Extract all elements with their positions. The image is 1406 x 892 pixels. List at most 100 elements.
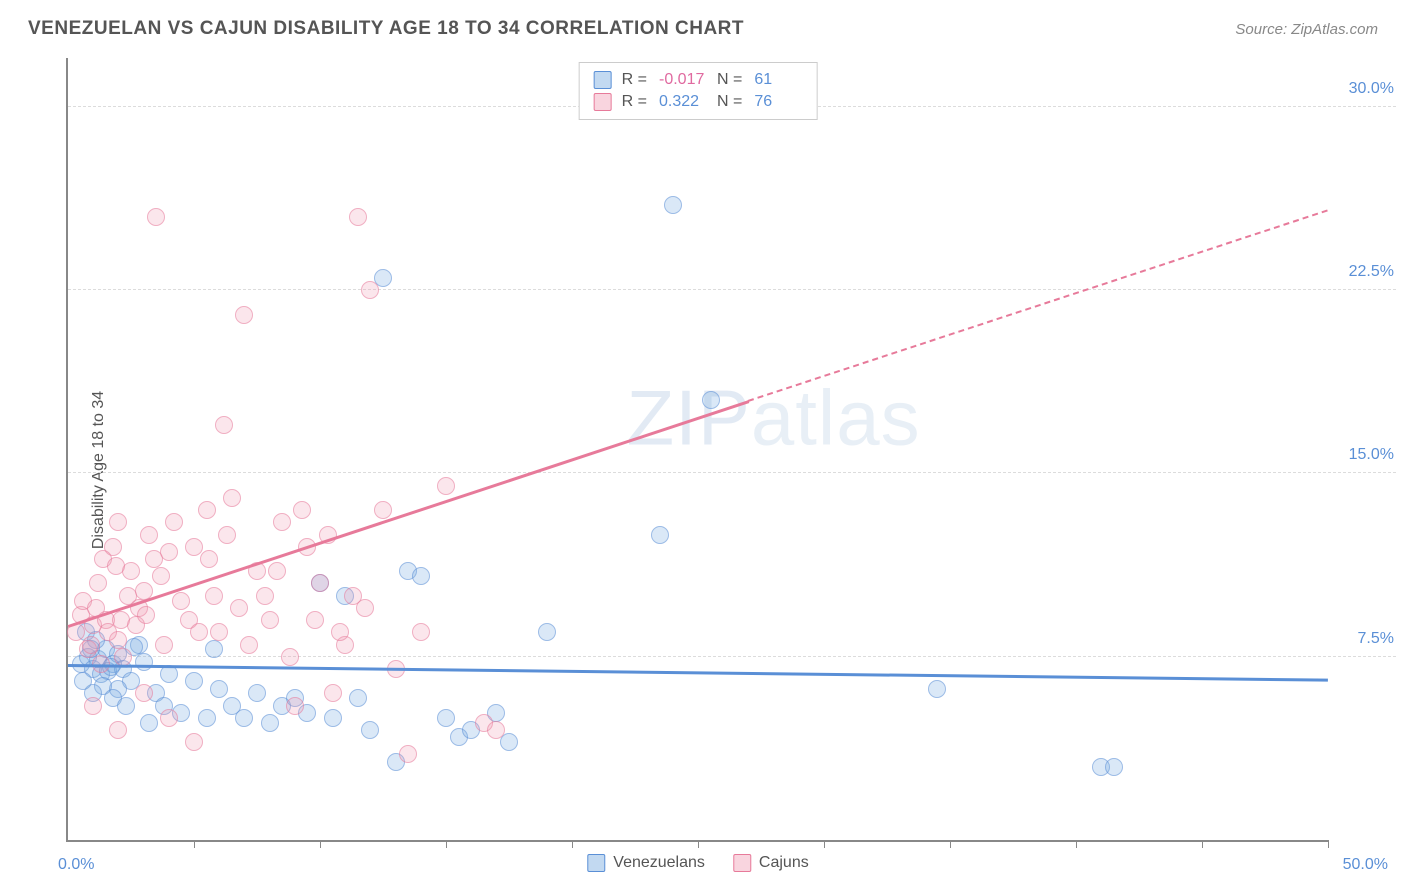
- legend-swatch: [594, 71, 612, 89]
- regression-line-dash: [748, 210, 1328, 403]
- legend-n-label: N =: [717, 93, 742, 111]
- data-point: [651, 526, 669, 544]
- data-point: [273, 513, 291, 531]
- data-point: [293, 501, 311, 519]
- data-point: [928, 680, 946, 698]
- x-tick: [194, 840, 195, 848]
- data-point: [437, 709, 455, 727]
- data-point: [399, 745, 417, 763]
- data-point: [248, 684, 266, 702]
- gridline-h: [68, 289, 1396, 290]
- data-point: [349, 208, 367, 226]
- data-point: [89, 574, 107, 592]
- gridline-h: [68, 656, 1396, 657]
- series-legend-label: Venezuelans: [613, 854, 705, 872]
- series-legend-item: Venezuelans: [587, 854, 705, 872]
- series-legend: Venezuelans Cajuns: [587, 854, 808, 872]
- data-point: [538, 623, 556, 641]
- data-point: [152, 567, 170, 585]
- chart-title: VENEZUELAN VS CAJUN DISABILITY AGE 18 TO…: [28, 18, 744, 40]
- data-point: [702, 391, 720, 409]
- data-point: [114, 648, 132, 666]
- data-point: [185, 538, 203, 556]
- legend-n-label: N =: [717, 71, 742, 89]
- data-point: [324, 709, 342, 727]
- x-tick: [320, 840, 321, 848]
- data-point: [160, 709, 178, 727]
- data-point: [107, 557, 125, 575]
- data-point: [361, 281, 379, 299]
- data-point: [84, 697, 102, 715]
- data-point: [200, 550, 218, 568]
- data-point: [140, 714, 158, 732]
- data-point: [235, 709, 253, 727]
- data-point: [155, 636, 173, 654]
- series-legend-label: Cajuns: [759, 854, 809, 872]
- x-tick: [1202, 840, 1203, 848]
- plot-area: ZIPatlas R =-0.017N =61R =0.322N =76 0.0…: [66, 58, 1328, 842]
- data-point: [210, 623, 228, 641]
- x-tick: [824, 840, 825, 848]
- legend-r-label: R =: [622, 93, 647, 111]
- x-tick: [1076, 840, 1077, 848]
- legend-row: R = -0.017 N = 61: [594, 69, 803, 91]
- data-point: [1105, 758, 1123, 776]
- legend-swatch: [733, 854, 751, 872]
- data-point: [117, 697, 135, 715]
- data-point: [135, 653, 153, 671]
- x-tick: [950, 840, 951, 848]
- data-point: [324, 684, 342, 702]
- data-point: [190, 623, 208, 641]
- source-attribution: Source: ZipAtlas.com: [1235, 21, 1378, 38]
- data-point: [268, 562, 286, 580]
- data-point: [74, 672, 92, 690]
- data-point: [185, 672, 203, 690]
- data-point: [223, 489, 241, 507]
- regression-line: [68, 664, 1328, 681]
- data-point: [344, 587, 362, 605]
- legend-n-value: 61: [754, 71, 802, 89]
- y-tick-label: 7.5%: [1358, 630, 1394, 648]
- x-tick: [572, 840, 573, 848]
- data-point: [205, 587, 223, 605]
- x-tick: [446, 840, 447, 848]
- chart-header: VENEZUELAN VS CAJUN DISABILITY AGE 18 TO…: [0, 0, 1406, 50]
- data-point: [135, 684, 153, 702]
- y-tick-label: 30.0%: [1349, 80, 1394, 98]
- data-point: [210, 680, 228, 698]
- y-tick-label: 15.0%: [1349, 446, 1394, 464]
- data-point: [147, 208, 165, 226]
- data-point: [261, 714, 279, 732]
- x-axis-min-label: 0.0%: [58, 856, 94, 874]
- data-point: [412, 567, 430, 585]
- data-point: [109, 513, 127, 531]
- data-point: [235, 306, 253, 324]
- data-point: [281, 648, 299, 666]
- watermark: ZIPatlas: [627, 372, 921, 463]
- data-point: [412, 623, 430, 641]
- x-tick: [1328, 840, 1329, 848]
- chart-container: Disability Age 18 to 34 ZIPatlas R =-0.0…: [28, 58, 1396, 882]
- data-point: [165, 513, 183, 531]
- data-point: [256, 587, 274, 605]
- data-point: [306, 611, 324, 629]
- data-point: [140, 526, 158, 544]
- legend-r-value: 0.322: [659, 93, 707, 111]
- data-point: [198, 501, 216, 519]
- legend-r-label: R =: [622, 71, 647, 89]
- x-tick: [698, 840, 699, 848]
- data-point: [230, 599, 248, 617]
- data-point: [185, 733, 203, 751]
- legend-swatch: [587, 854, 605, 872]
- data-point: [664, 196, 682, 214]
- legend-n-value: 76: [754, 93, 802, 111]
- gridline-h: [68, 472, 1396, 473]
- series-legend-item: Cajuns: [733, 854, 809, 872]
- legend-r-value: -0.017: [659, 71, 707, 89]
- legend-row: R = 0.322 N = 76: [594, 91, 803, 113]
- data-point: [198, 709, 216, 727]
- data-point: [218, 526, 236, 544]
- x-axis-max-label: 50.0%: [1343, 856, 1388, 874]
- data-point: [349, 689, 367, 707]
- legend-swatch: [594, 93, 612, 111]
